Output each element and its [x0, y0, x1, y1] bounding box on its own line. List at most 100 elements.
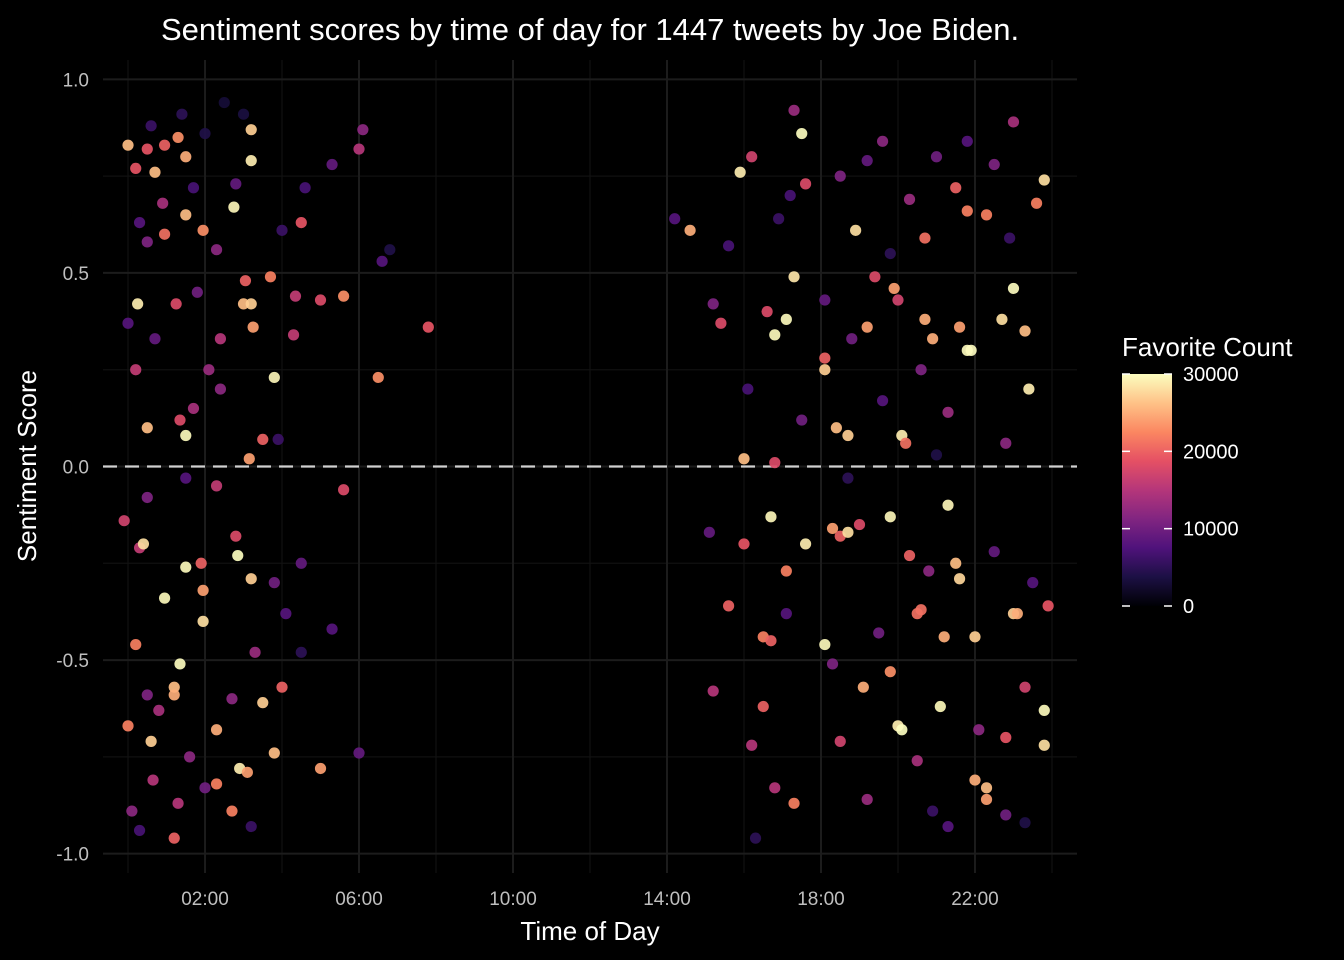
data-point — [168, 689, 180, 701]
data-point — [357, 124, 369, 136]
data-point — [819, 638, 831, 651]
data-point — [892, 294, 904, 306]
data-point — [842, 429, 854, 442]
data-point — [237, 108, 250, 120]
data-point — [141, 422, 153, 434]
data-point — [876, 395, 889, 407]
data-point — [942, 820, 954, 833]
data-point — [900, 437, 912, 449]
data-point — [237, 298, 250, 310]
data-point — [170, 298, 182, 310]
data-point — [180, 472, 192, 484]
data-point — [245, 155, 257, 167]
data-point — [276, 224, 288, 236]
data-points — [118, 96, 1054, 844]
data-point — [980, 782, 993, 794]
data-point — [938, 631, 950, 643]
data-point — [295, 217, 307, 229]
data-point — [934, 700, 946, 713]
data-point — [141, 143, 153, 155]
data-point — [149, 166, 161, 178]
data-point — [819, 352, 831, 364]
data-point — [338, 484, 350, 496]
data-point — [257, 433, 269, 445]
data-point — [130, 162, 142, 174]
y-axis: 1.0 0.5 0.0 -0.5 -1.0 — [56, 70, 89, 865]
data-point — [799, 538, 812, 550]
data-point — [915, 604, 927, 616]
y-tick-label: 0.5 — [63, 264, 89, 285]
data-point — [834, 170, 846, 182]
data-point — [226, 805, 238, 817]
data-point — [1011, 608, 1023, 620]
data-point — [422, 321, 434, 333]
data-point — [203, 364, 215, 376]
data-point — [197, 615, 209, 627]
data-point — [861, 321, 873, 333]
data-point — [1019, 325, 1031, 337]
data-point — [289, 290, 302, 302]
data-point — [158, 228, 171, 240]
data-point — [257, 697, 269, 709]
data-point — [180, 209, 192, 221]
data-point — [158, 139, 171, 151]
y-tick-label: 1.0 — [63, 70, 89, 91]
data-point — [722, 600, 735, 612]
data-point — [245, 820, 257, 833]
data-point — [232, 549, 244, 562]
data-point — [919, 313, 931, 325]
data-point — [1038, 704, 1050, 717]
data-point — [172, 797, 184, 809]
data-point — [118, 515, 130, 527]
data-point — [199, 127, 211, 140]
data-point — [1038, 739, 1050, 751]
data-point — [788, 797, 800, 809]
data-point — [896, 724, 908, 736]
data-point — [268, 371, 280, 384]
data-point — [707, 685, 719, 697]
data-point — [861, 793, 873, 806]
data-point — [299, 182, 311, 194]
data-point — [884, 511, 896, 523]
data-point — [703, 526, 715, 538]
data-point — [715, 317, 727, 329]
data-point — [210, 778, 223, 790]
data-point — [174, 414, 186, 426]
data-point — [168, 832, 180, 844]
data-point — [210, 244, 223, 256]
data-point — [857, 681, 869, 693]
data-point — [930, 151, 943, 163]
data-point — [314, 294, 327, 306]
data-point — [176, 108, 188, 120]
data-point — [133, 824, 146, 837]
data-point — [133, 217, 146, 229]
data-point — [218, 96, 230, 109]
data-point — [210, 724, 223, 736]
data-point — [749, 832, 762, 844]
data-point — [247, 321, 259, 333]
data-point — [174, 658, 186, 670]
data-point — [826, 522, 839, 535]
data-point — [780, 608, 792, 620]
data-point — [1007, 116, 1020, 128]
data-point — [239, 275, 252, 287]
data-point — [145, 735, 157, 747]
data-point — [245, 573, 257, 585]
data-point — [842, 472, 854, 484]
colorbar-gradient — [1122, 374, 1172, 606]
data-point — [927, 333, 939, 345]
data-point — [195, 557, 207, 569]
data-point — [157, 197, 169, 209]
data-point — [245, 298, 257, 310]
data-point — [930, 449, 943, 461]
data-point — [846, 333, 858, 345]
chart-title: Sentiment scores by time of day for 1447… — [161, 12, 1019, 47]
data-point — [132, 298, 144, 310]
data-point — [384, 244, 396, 256]
data-point — [738, 538, 750, 550]
data-point — [130, 364, 142, 376]
data-point — [834, 735, 846, 747]
data-point — [287, 329, 300, 341]
data-point — [276, 681, 288, 693]
data-point — [911, 755, 923, 767]
